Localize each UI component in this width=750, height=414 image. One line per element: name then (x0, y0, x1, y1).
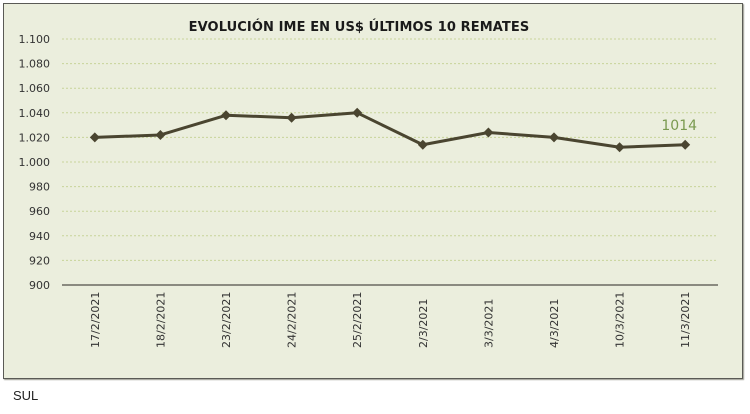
chart-title: EVOLUCIÓN IME EN US$ ÚLTIMOS 10 REMATES (188, 20, 530, 35)
diamond-marker-icon (549, 132, 559, 143)
diamond-marker-icon (286, 112, 297, 123)
y-tick-label: 940 (29, 230, 50, 243)
x-tick-label: 25/2/2021 (351, 292, 364, 348)
y-tick-label: 980 (29, 181, 50, 194)
data-series (89, 107, 691, 153)
data-annotations: 1014 (661, 118, 697, 134)
y-tick-label: 1.000 (19, 156, 51, 169)
diamond-marker-icon (417, 139, 428, 150)
x-tick-label: 11/3/2021 (679, 292, 692, 348)
y-tick-label: 900 (29, 279, 50, 292)
source-label: SUL (13, 388, 39, 403)
y-tick-label: 1.060 (19, 82, 51, 95)
y-tick-label: 1.080 (19, 58, 51, 71)
diamond-marker-icon (221, 110, 231, 121)
y-axis-tick-labels: 900 920 940 960 980 1.000 1.020 1.040 1.060 1.080… (19, 33, 51, 292)
y-tick-label: 920 (29, 254, 50, 267)
diamond-marker-icon (352, 107, 363, 118)
diamond-marker-icon (680, 139, 691, 150)
diamond-marker-icon (155, 129, 166, 140)
x-tick-label: 24/2/2021 (286, 292, 299, 348)
x-tick-label: 18/2/2021 (154, 292, 167, 348)
diamond-marker-icon (483, 127, 494, 138)
x-axis-tick-labels: 17/2/2021 18/2/2021 23/2/2021 24/2/2021 25/2… (89, 292, 692, 348)
diamond-marker-icon (89, 132, 100, 143)
chart-container: EVOLUCIÓN IME EN US$ ÚLTIMOS 10 REMATES (3, 3, 743, 379)
series-line (94, 111, 686, 149)
x-tick-label: 3/3/2021 (482, 299, 495, 348)
gridlines (62, 38, 718, 286)
y-tick-label: 1.020 (19, 131, 51, 144)
y-tick-label: 1.100 (19, 33, 51, 46)
x-tick-label: 23/2/2021 (220, 292, 233, 348)
y-tick-label: 960 (29, 205, 50, 218)
data-label: 1014 (661, 118, 697, 134)
y-tick-label: 1.040 (19, 107, 51, 120)
diamond-marker-icon (614, 142, 625, 153)
x-tick-label: 2/3/2021 (417, 299, 430, 348)
x-tick-label: 4/3/2021 (548, 299, 561, 348)
x-tick-label: 17/2/2021 (89, 292, 102, 348)
x-tick-label: 10/3/2021 (614, 292, 627, 348)
